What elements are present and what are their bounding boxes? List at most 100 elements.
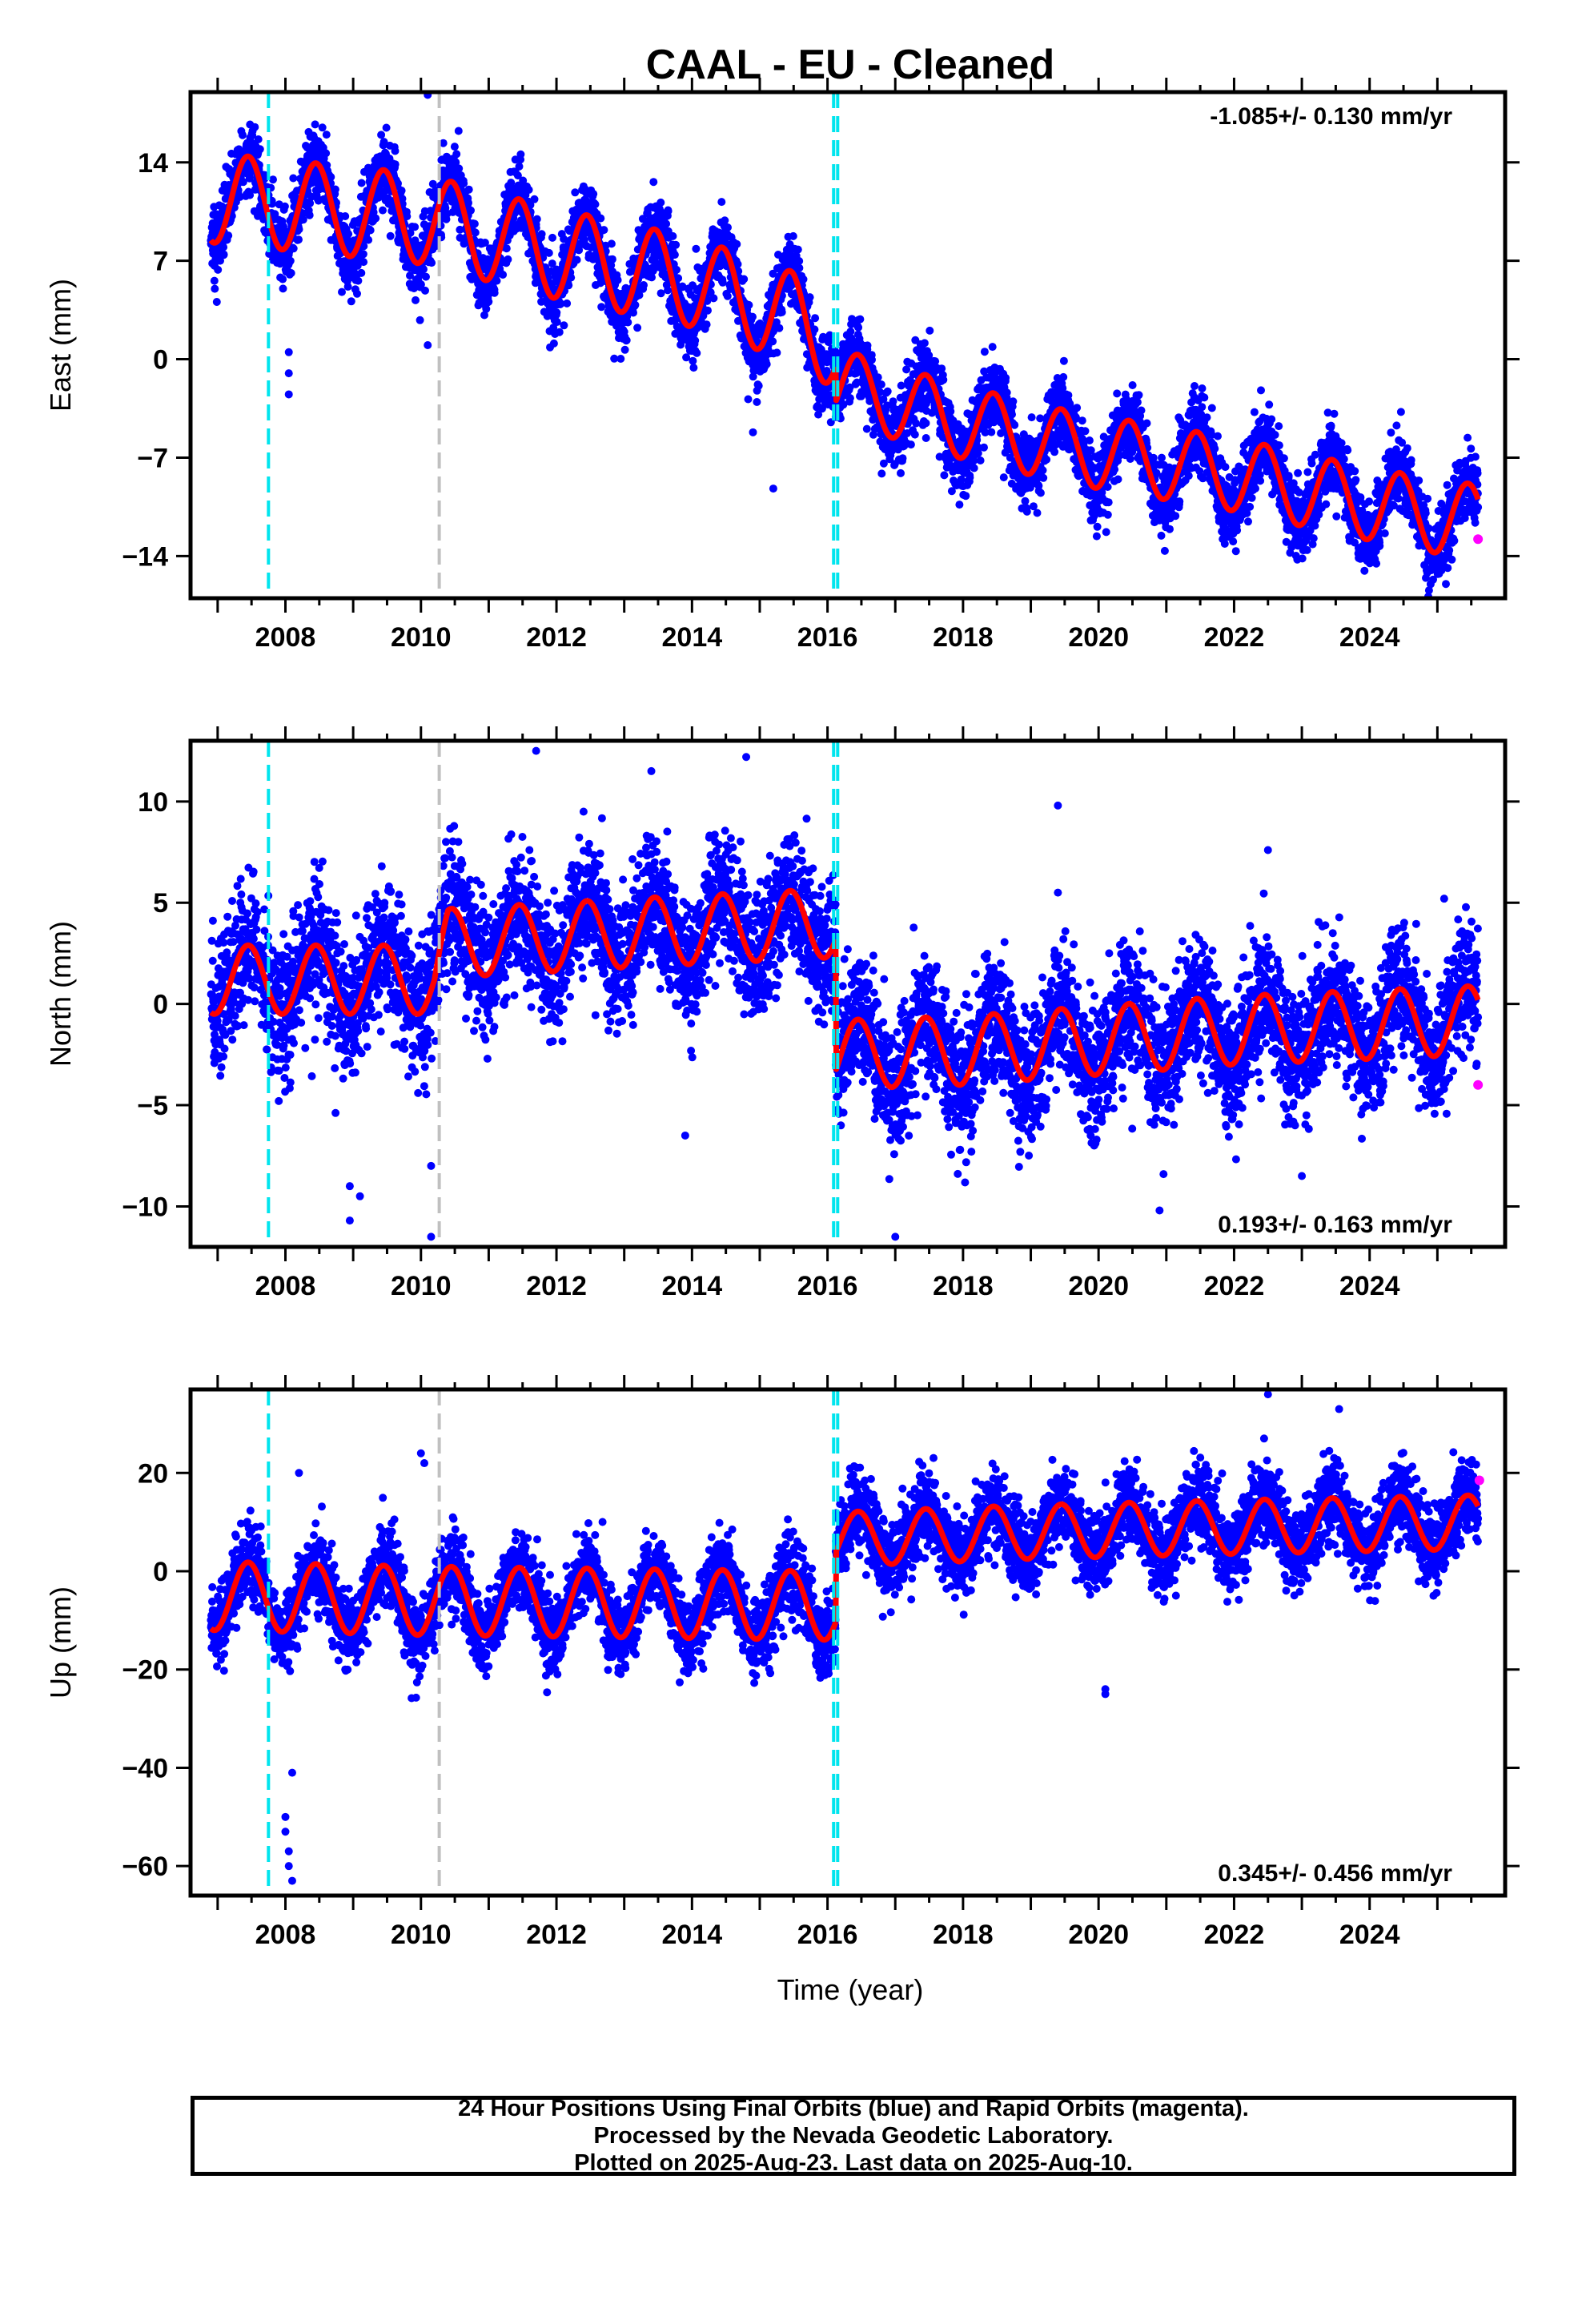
final-point-4583	[1103, 483, 1112, 491]
final-point-2792	[753, 398, 761, 406]
final-point-2461	[689, 356, 697, 365]
final-point-818	[366, 226, 375, 235]
final-point-1103	[422, 272, 430, 281]
final-point-1722	[544, 248, 553, 257]
final-point-3946	[980, 443, 988, 452]
final-point-3319	[856, 315, 865, 324]
final-point-2041	[607, 239, 616, 248]
final-point-64	[219, 243, 228, 251]
final-point-1745	[549, 324, 558, 332]
final-point-1685	[537, 230, 546, 239]
final-point-720	[347, 297, 355, 306]
final-point-1074	[416, 316, 424, 324]
final-point-2690	[733, 239, 741, 248]
final-point-4265	[1042, 455, 1051, 464]
final-point-2613	[717, 198, 726, 207]
final-point-613	[327, 173, 335, 181]
final-point-1008	[403, 212, 412, 221]
final-point-4048	[999, 473, 1008, 482]
final-point-4357	[1059, 356, 1068, 365]
final-point-4730	[1133, 398, 1142, 407]
final-point-3461	[883, 387, 892, 396]
final-point-4942	[1175, 497, 1184, 506]
final-point-809	[364, 235, 373, 244]
final-point-2534	[702, 320, 711, 329]
final-point-888	[379, 138, 388, 147]
final-point-2001	[600, 226, 608, 235]
final-point-873	[377, 131, 386, 139]
final-point-881	[379, 206, 387, 215]
final-point-756	[354, 276, 363, 285]
final-point-2088	[616, 355, 625, 363]
final-point-2124	[624, 318, 632, 327]
final-point-500	[305, 211, 314, 219]
final-point-1511	[502, 244, 511, 253]
final-point-4217	[1033, 509, 1042, 517]
final-point-2644	[724, 223, 732, 231]
final-point-4058	[1002, 373, 1010, 382]
final-point-1948	[589, 190, 598, 199]
final-point-2540	[704, 306, 712, 315]
final-point-845	[371, 214, 380, 223]
final-point-2723	[740, 275, 749, 283]
final-point-921	[386, 231, 395, 240]
final-point-4247	[1038, 466, 1047, 475]
final-point-1189	[439, 139, 448, 147]
final-point-1050	[412, 296, 420, 304]
final-point-223	[251, 123, 259, 131]
final-point-36	[214, 265, 223, 274]
final-point-3412	[873, 373, 882, 382]
final-point-31	[212, 298, 221, 306]
final-point-1024	[406, 228, 415, 237]
final-point-689	[341, 212, 350, 220]
final-point-1763	[552, 308, 561, 317]
final-point-1595	[519, 176, 528, 185]
final-point-3649	[920, 339, 929, 348]
final-point-89	[224, 231, 233, 240]
final-point-1958	[591, 200, 600, 209]
final-point-3985	[987, 428, 996, 436]
final-point-3898	[970, 464, 978, 472]
final-point-4636	[1114, 475, 1122, 484]
final-point-2358	[669, 231, 677, 240]
final-point-369	[279, 284, 287, 293]
final-point-1350	[471, 228, 480, 237]
final-point-3085	[810, 325, 819, 334]
final-point-3062	[805, 293, 814, 302]
final-point-1275	[456, 225, 464, 234]
final-point-773	[357, 179, 366, 187]
final-point-1835	[567, 273, 576, 282]
final-point-2872	[769, 337, 777, 346]
final-point-772	[357, 268, 366, 277]
final-point-2373	[672, 240, 681, 249]
final-point-1739	[548, 259, 556, 268]
final-point-3744	[940, 471, 949, 480]
figure-title: CAAL - EU - Cleaned	[646, 42, 1054, 88]
final-point-273	[260, 171, 269, 179]
final-point-2118	[622, 336, 631, 344]
final-point-19	[210, 276, 219, 285]
final-point-4165	[1022, 507, 1031, 516]
final-point-4250	[1039, 473, 1048, 482]
final-point-3310	[854, 323, 863, 332]
final-point-2295	[656, 198, 665, 207]
final-point-1765	[552, 318, 561, 326]
final-point-4892	[1166, 525, 1174, 533]
final-point-1624	[524, 186, 533, 194]
final-point-4847	[1157, 531, 1166, 540]
final-point-408	[287, 269, 295, 277]
final-point-3539	[898, 454, 907, 463]
final-point-2207	[640, 281, 648, 289]
final-point-1136	[428, 179, 437, 188]
final-point-2161	[631, 300, 640, 309]
final-point-1046	[411, 223, 420, 231]
final-point-404	[286, 256, 295, 265]
final-point-1989	[597, 303, 606, 312]
final-point-3380	[868, 356, 876, 364]
final-point-960	[394, 179, 402, 187]
final-point-703	[343, 283, 352, 291]
final-point-4866	[1160, 546, 1169, 555]
final-point-1663	[532, 215, 541, 223]
final-point-1570	[513, 171, 522, 180]
final-point-2334	[664, 207, 673, 215]
